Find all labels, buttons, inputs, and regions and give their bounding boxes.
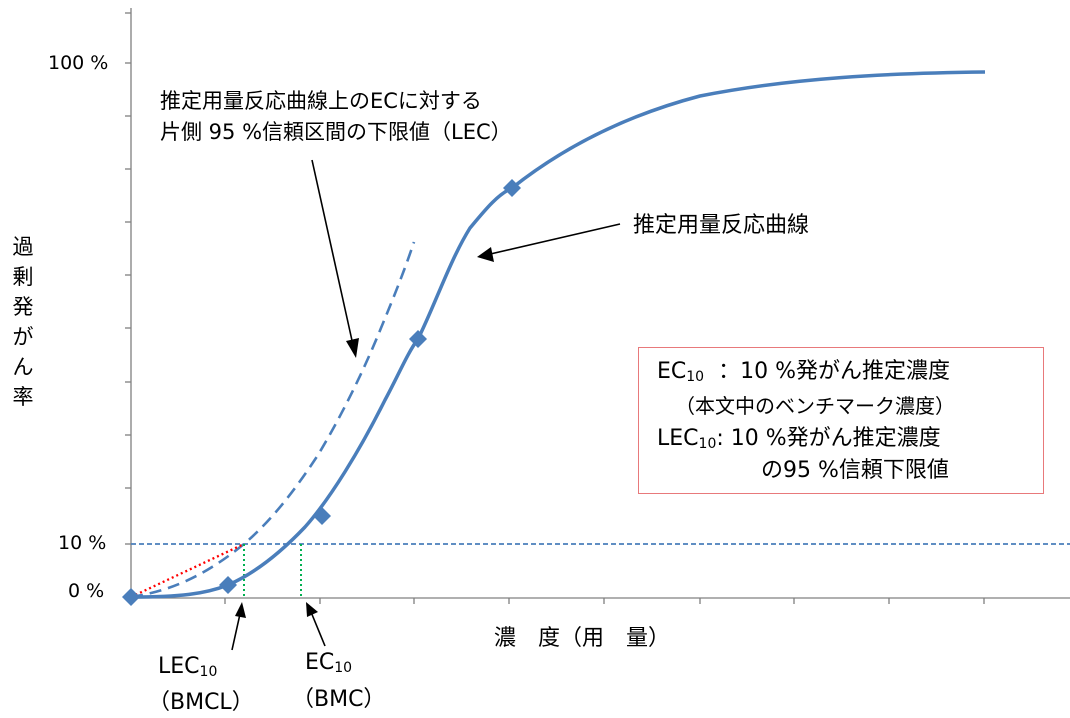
lec-annotation-arrow [311, 159, 354, 346]
y-axis-title-char: 過 [12, 235, 34, 259]
ec10-annotation-arrowhead [306, 602, 318, 617]
ec-annotation-arrow [485, 223, 621, 256]
y-tick-label-100: 100 % [48, 52, 108, 74]
ec-curve-annotation: 推定用量反応曲線 [633, 213, 809, 238]
ec-annotation-arrowhead [477, 247, 494, 262]
curve-marker [122, 588, 140, 606]
lec-curve-annotation-line2: 片側 95 %信頼区間の下限値（LEC） [160, 120, 512, 144]
y-axis-title-char: ん [12, 355, 34, 379]
lec-annotation-arrowhead [346, 338, 359, 358]
lec10-label-main: LEC [158, 654, 200, 679]
x-tick-marks [224, 598, 985, 604]
legend-lec10-desc: : 10 %発がん推定濃度 [716, 426, 941, 451]
lec-slope-dotted-line [130, 542, 245, 599]
estimated-dose-response-curve [130, 70, 986, 599]
ec10-label: EC10 [305, 650, 352, 675]
legend-lec10-name: LEC [657, 426, 699, 451]
y-axis-title: 過 剰 発 が ん 率 [8, 232, 38, 412]
lec10-label: LEC10 [158, 654, 217, 679]
curve-data-markers [122, 179, 521, 606]
legend-ec10-row: EC10 ：10 %発がん推定濃度 [657, 356, 950, 388]
y-axis-title-char: 発 [12, 295, 34, 319]
curve-marker [219, 576, 237, 594]
y-axis-title-char: 率 [12, 385, 34, 409]
ec10-label-sub: 10 [334, 660, 353, 676]
lec10-annotation-arrowhead [235, 602, 246, 618]
ec10-paren-label: （BMC） [292, 687, 386, 712]
legend-ec10-desc: ：10 %発がん推定濃度 [718, 359, 950, 384]
legend-ec10-name: EC [657, 359, 687, 384]
legend-lec10-note: の95 %信頼下限値 [761, 458, 949, 483]
y-axis-title-char: 剰 [12, 265, 34, 289]
annotation-arrows [231, 159, 621, 651]
legend-box: EC10 ：10 %発がん推定濃度 （本文中のベンチマーク濃度） LEC10: … [638, 347, 1044, 494]
lec10-label-sub: 10 [199, 664, 218, 680]
lec-dashed-curve [130, 241, 416, 599]
curve-marker [313, 507, 331, 525]
y-axis-title-char: が [12, 325, 34, 349]
legend-ec10-sub: 10 [686, 369, 705, 385]
lec10-annotation-arrow [231, 613, 241, 651]
legend-lec10-sub: 10 [698, 436, 717, 452]
lec-curve-annotation-line1: 推定用量反応曲線上のECに対する [160, 89, 482, 113]
ec10-annotation-arrow [310, 611, 326, 647]
y-tick-marks [125, 12, 131, 545]
curve-marker [503, 179, 521, 197]
y-tick-label-0: 0 % [68, 580, 104, 602]
x-axis-title: 濃 度（用 量） [494, 626, 670, 651]
ec10-label-main: EC [305, 650, 335, 675]
lec10-paren-label: （BMCL） [148, 690, 254, 715]
legend-ec10-note: （本文中のベンチマーク濃度） [675, 394, 955, 418]
legend-lec10-row: LEC10: 10 %発がん推定濃度 [657, 423, 941, 455]
y-tick-label-10: 10 % [58, 532, 106, 554]
curve-marker [409, 330, 427, 348]
